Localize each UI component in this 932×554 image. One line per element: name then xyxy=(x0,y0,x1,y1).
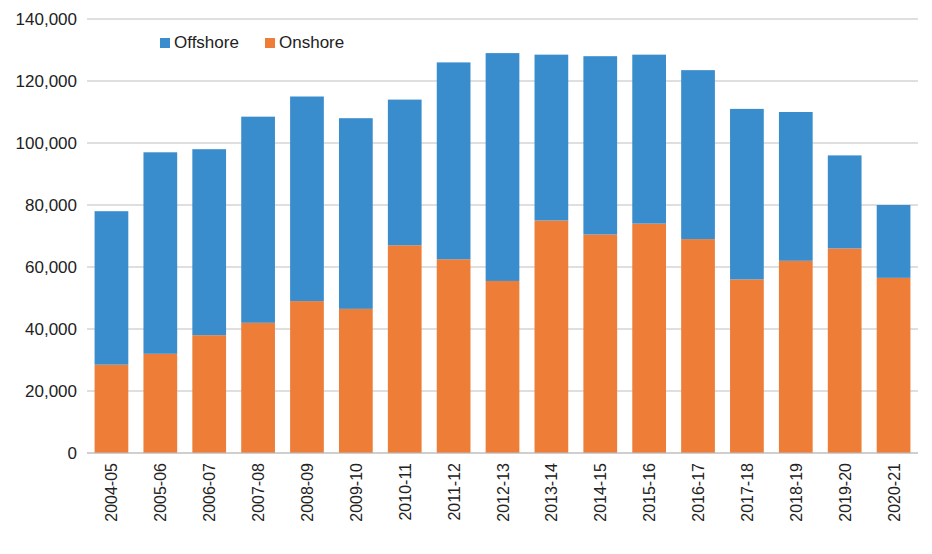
x-axis xyxy=(87,453,918,454)
x-tick-label: 2018-19 xyxy=(788,463,805,522)
legend-label: Offshore xyxy=(174,33,239,52)
x-tick-label: 2006-07 xyxy=(201,463,218,522)
legend: Offshore Onshore xyxy=(152,32,382,60)
x-tick-label: 2014-15 xyxy=(592,463,609,522)
grid-line xyxy=(87,453,918,454)
bar xyxy=(828,248,862,453)
y-tick-label: 0 xyxy=(68,444,77,463)
x-tick-label: 2012-13 xyxy=(495,463,512,522)
bar xyxy=(779,261,813,453)
x-tick-label: 2007-08 xyxy=(250,463,267,522)
bar xyxy=(95,211,129,364)
chart: 0 20,000 40,000 60,000 80,000 100,000 120,000 1… xyxy=(0,0,932,554)
bar xyxy=(779,112,813,261)
bar xyxy=(730,279,764,453)
y-tick-label: 80,000 xyxy=(25,196,77,215)
x-tick-label: 2017-18 xyxy=(739,463,756,522)
grid xyxy=(87,19,918,453)
x-tick-label: 2004-05 xyxy=(103,463,120,522)
bar xyxy=(241,117,275,323)
bar xyxy=(681,70,715,239)
bar xyxy=(143,354,177,453)
legend-background xyxy=(152,32,382,60)
bar xyxy=(730,109,764,280)
legend-label: Onshore xyxy=(279,33,344,52)
x-tick-label: 2005-06 xyxy=(152,463,169,522)
bar xyxy=(877,278,911,453)
bar xyxy=(192,149,226,335)
grid-line xyxy=(87,19,918,20)
x-tick-label: 2011-12 xyxy=(446,463,463,521)
bar xyxy=(290,97,324,302)
bar xyxy=(95,365,129,453)
bar xyxy=(192,335,226,453)
x-tick-label: 2008-09 xyxy=(299,463,316,522)
legend-swatch xyxy=(160,38,170,48)
bar xyxy=(583,234,617,453)
legend-swatch xyxy=(265,38,275,48)
x-tick-label: 2016-17 xyxy=(690,463,707,522)
x-tick-label: 2019-20 xyxy=(837,463,854,522)
x-tick-label: 2009-10 xyxy=(348,463,365,522)
bar xyxy=(241,323,275,453)
bar xyxy=(290,301,324,453)
x-tick-label: 2020-21 xyxy=(886,463,903,522)
y-tick-label: 40,000 xyxy=(25,320,77,339)
bar xyxy=(388,245,422,453)
bar xyxy=(583,56,617,234)
x-tick-label: 2010-11 xyxy=(397,463,414,521)
y-tick-label: 140,000 xyxy=(16,10,77,29)
y-tick-label: 20,000 xyxy=(25,382,77,401)
bar xyxy=(437,259,471,453)
bar xyxy=(143,152,177,353)
bar xyxy=(535,55,569,221)
bar xyxy=(632,55,666,224)
bar xyxy=(339,309,373,453)
bar xyxy=(339,118,373,309)
bars xyxy=(95,53,911,453)
bar xyxy=(681,239,715,453)
bar xyxy=(632,224,666,453)
bar xyxy=(877,205,911,278)
y-tick-label: 100,000 xyxy=(16,134,77,153)
y-tick-label: 120,000 xyxy=(16,72,77,91)
bar xyxy=(437,62,471,259)
bar xyxy=(388,100,422,246)
bar xyxy=(535,221,569,454)
y-tick-label: 60,000 xyxy=(25,258,77,277)
bar xyxy=(486,53,520,281)
bar xyxy=(486,281,520,453)
x-tick-label: 2015-16 xyxy=(641,463,658,522)
bar xyxy=(828,155,862,248)
x-tick-label: 2013-14 xyxy=(543,463,560,522)
